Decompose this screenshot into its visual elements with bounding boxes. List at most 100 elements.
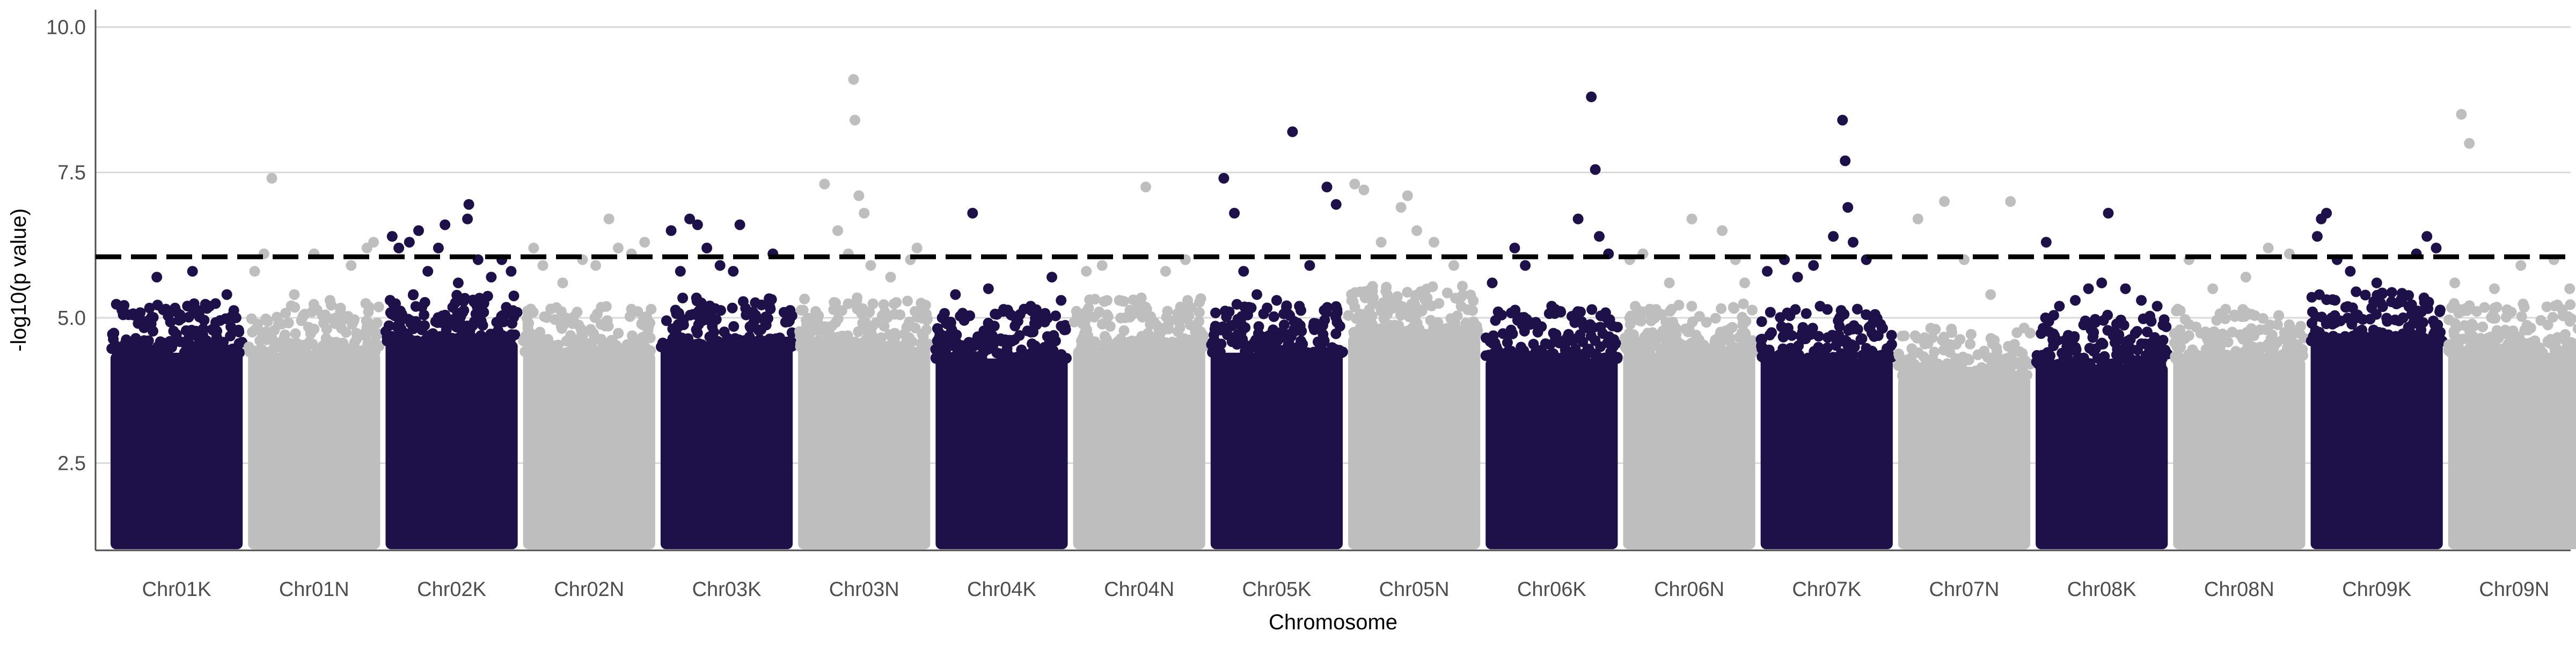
snp-point xyxy=(553,340,564,351)
snp-point xyxy=(931,353,941,364)
snp-point xyxy=(640,345,650,355)
snp-point xyxy=(158,304,169,315)
snp-point xyxy=(1612,353,1622,364)
snp-point xyxy=(2536,315,2546,326)
snp-point xyxy=(1951,353,1962,364)
snp-point xyxy=(335,303,346,314)
y-tick-label: 10.0 xyxy=(46,16,86,39)
snp-point xyxy=(1966,329,1977,340)
snp-point xyxy=(2518,345,2529,356)
dense-point-cloud xyxy=(661,347,793,549)
snp-point xyxy=(1056,321,1066,332)
snp-point xyxy=(921,315,932,325)
snp-point xyxy=(309,299,319,310)
snp-point-outlier xyxy=(1238,266,1249,277)
x-tick-label: Chr08N xyxy=(2204,578,2274,601)
snp-point xyxy=(2516,311,2527,322)
snp-point-outlier xyxy=(1594,231,1605,242)
snp-point-outlier xyxy=(2321,208,2332,219)
snp-point xyxy=(523,318,534,329)
x-axis-title: Chromosome xyxy=(1269,610,1397,634)
snp-point xyxy=(1009,335,1020,345)
snp-point-outlier xyxy=(2263,243,2274,253)
snp-point xyxy=(1716,346,1726,357)
snp-point-outlier xyxy=(1939,196,1950,207)
snp-point xyxy=(711,314,722,325)
snp-point xyxy=(1930,370,1941,381)
snp-point xyxy=(1697,347,1708,358)
snp-point-outlier xyxy=(1842,202,1853,213)
snp-point xyxy=(1845,348,1855,359)
snp-point-outlier xyxy=(859,208,869,219)
snp-point xyxy=(1873,330,1884,341)
snp-point xyxy=(1143,328,1153,339)
snp-point xyxy=(1663,346,1673,357)
snp-point-outlier xyxy=(2398,312,2409,323)
snp-point xyxy=(2187,344,2198,355)
snp-point xyxy=(2502,304,2513,315)
snp-point xyxy=(148,347,159,358)
snp-point xyxy=(1625,319,1636,330)
snp-point xyxy=(168,326,179,337)
snp-point xyxy=(543,337,554,348)
snp-point xyxy=(1135,339,1145,350)
snp-point-outlier xyxy=(204,301,215,311)
snp-point xyxy=(2045,351,2055,361)
dense-point-cloud xyxy=(385,341,517,549)
snp-point xyxy=(458,296,469,307)
snp-point xyxy=(1036,311,1046,322)
snp-point xyxy=(382,336,393,346)
snp-point xyxy=(1772,353,1782,364)
snp-point xyxy=(2257,352,2268,363)
snp-point xyxy=(637,336,648,346)
snp-point xyxy=(670,330,680,341)
snp-point xyxy=(1628,340,1638,351)
snp-point xyxy=(2273,353,2284,364)
snp-point-outlier xyxy=(506,266,516,277)
snp-point xyxy=(1636,316,1646,326)
snp-point xyxy=(2330,295,2340,306)
snp-point xyxy=(1536,321,1547,332)
snp-point-outlier xyxy=(134,312,145,323)
snp-point xyxy=(1740,328,1751,339)
snp-point xyxy=(1757,334,1767,345)
snp-point-outlier xyxy=(2489,283,2500,294)
snp-point xyxy=(949,334,960,345)
snp-point xyxy=(2328,331,2339,341)
snp-point xyxy=(198,324,209,335)
snp-point-outlier xyxy=(639,237,650,248)
snp-point xyxy=(1163,324,1174,335)
snp-point xyxy=(1586,304,1597,315)
snp-point xyxy=(1462,304,1473,315)
snp-point xyxy=(1965,339,1975,350)
snp-point xyxy=(1452,310,1462,321)
snp-point-outlier xyxy=(2136,295,2147,306)
x-tick-label: Chr07K xyxy=(1792,578,1861,601)
snp-point-outlier xyxy=(151,272,162,282)
snp-point xyxy=(1168,341,1179,352)
snp-point-outlier xyxy=(1359,185,1370,195)
snp-point xyxy=(2008,370,2019,381)
snp-point xyxy=(1389,320,1400,331)
snp-point-outlier xyxy=(267,173,277,184)
snp-point xyxy=(1313,337,1323,347)
snp-point xyxy=(2108,330,2119,341)
snp-point-outlier xyxy=(2312,231,2323,242)
snp-point xyxy=(670,305,681,316)
snp-point-outlier xyxy=(1837,115,1848,126)
snp-point xyxy=(991,347,1002,358)
snp-point xyxy=(180,347,191,358)
snp-point xyxy=(2172,341,2183,352)
snp-point xyxy=(211,332,222,343)
snp-point-outlier xyxy=(1429,237,1439,248)
x-tick-label: Chr09K xyxy=(2342,578,2411,601)
snp-point-outlier xyxy=(250,266,260,277)
snp-point xyxy=(276,319,287,330)
snp-point xyxy=(955,311,965,322)
snp-point xyxy=(985,335,996,345)
snp-point-outlier xyxy=(2103,208,2114,219)
snp-point-outlier xyxy=(666,226,677,236)
snp-point xyxy=(569,337,580,348)
snp-point-outlier xyxy=(983,283,994,294)
